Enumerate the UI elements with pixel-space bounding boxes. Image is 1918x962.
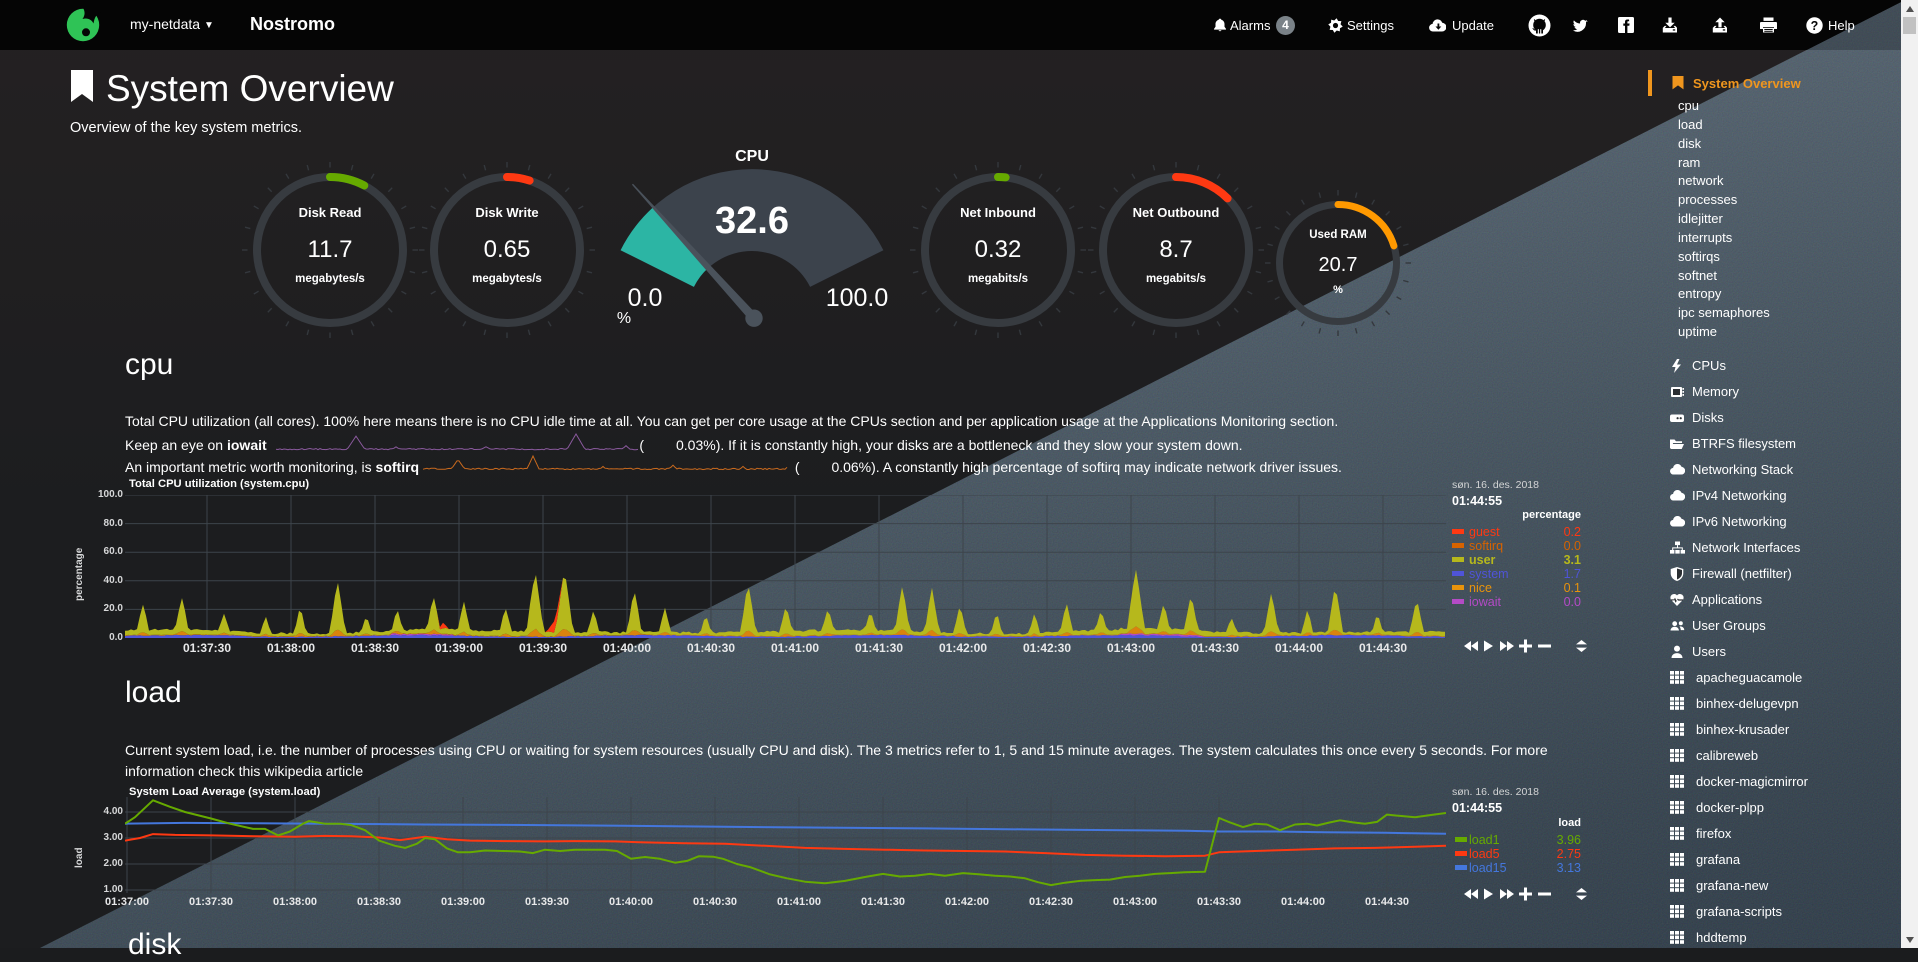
svg-text:?: ? [1811, 19, 1819, 33]
